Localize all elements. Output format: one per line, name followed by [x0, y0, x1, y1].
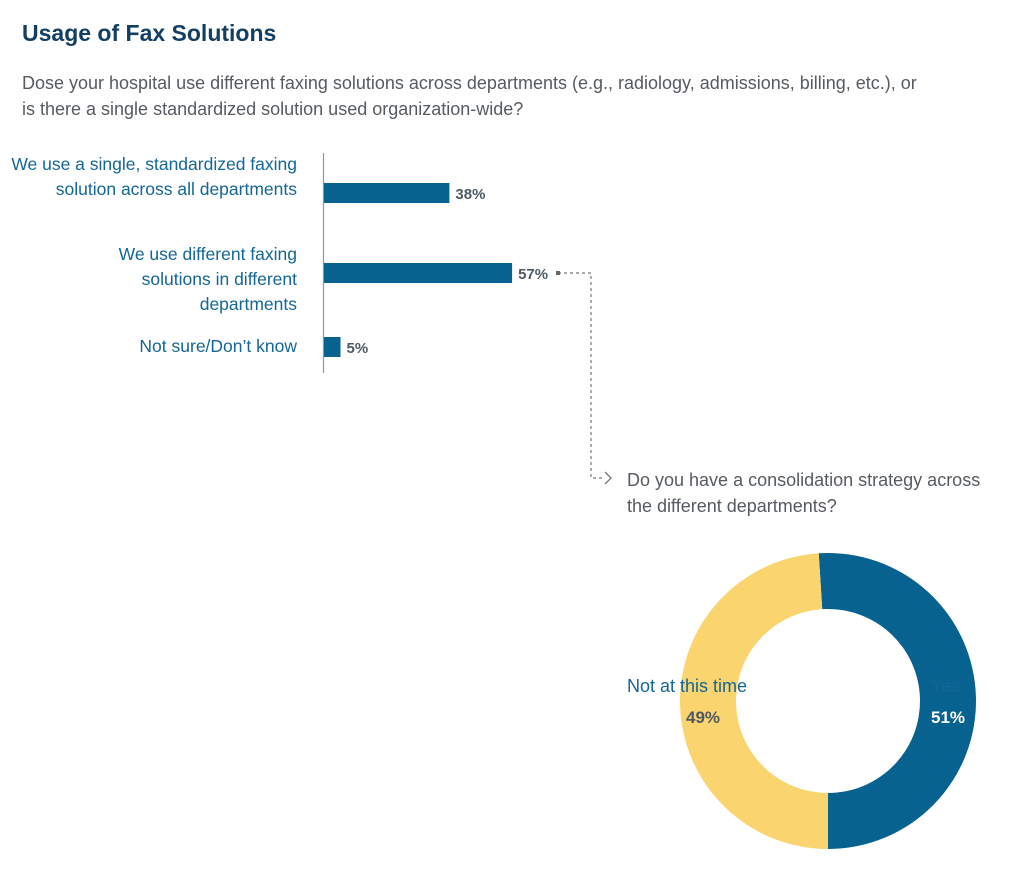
donut-slice-not-at-this-time — [680, 553, 828, 849]
donut-value-yes: 51% — [931, 708, 966, 727]
bar-value-label: 38% — [455, 186, 485, 203]
bar — [324, 183, 450, 203]
donut-title: Do you have a consolidation strategy acr… — [627, 470, 981, 516]
donut-label-not-at-this-time: Not at this time — [627, 676, 748, 696]
bar-value-label: 5% — [347, 340, 369, 357]
donut-slice-yes — [818, 553, 977, 849]
bar-category-label: We use different faxing solutions in dif… — [118, 244, 297, 314]
donut-value-not-at-this-time: 49% — [686, 708, 721, 727]
bar-category-label: Not sure/Don’t know — [139, 336, 297, 356]
donut-label-yes: Yes — [931, 676, 961, 696]
bar — [324, 337, 341, 357]
arrow-icon — [604, 471, 612, 485]
bar-value-label: 57% — [518, 266, 548, 283]
bar — [324, 263, 513, 283]
chart-title: Usage of Fax Solutions — [22, 20, 277, 46]
connector-line — [558, 272, 603, 479]
bar-category-label: We use a single, standardized faxing sol… — [11, 154, 297, 199]
chart-subtitle: Dose your hospital use different faxing … — [22, 73, 917, 119]
connector-start-marker — [556, 271, 560, 275]
